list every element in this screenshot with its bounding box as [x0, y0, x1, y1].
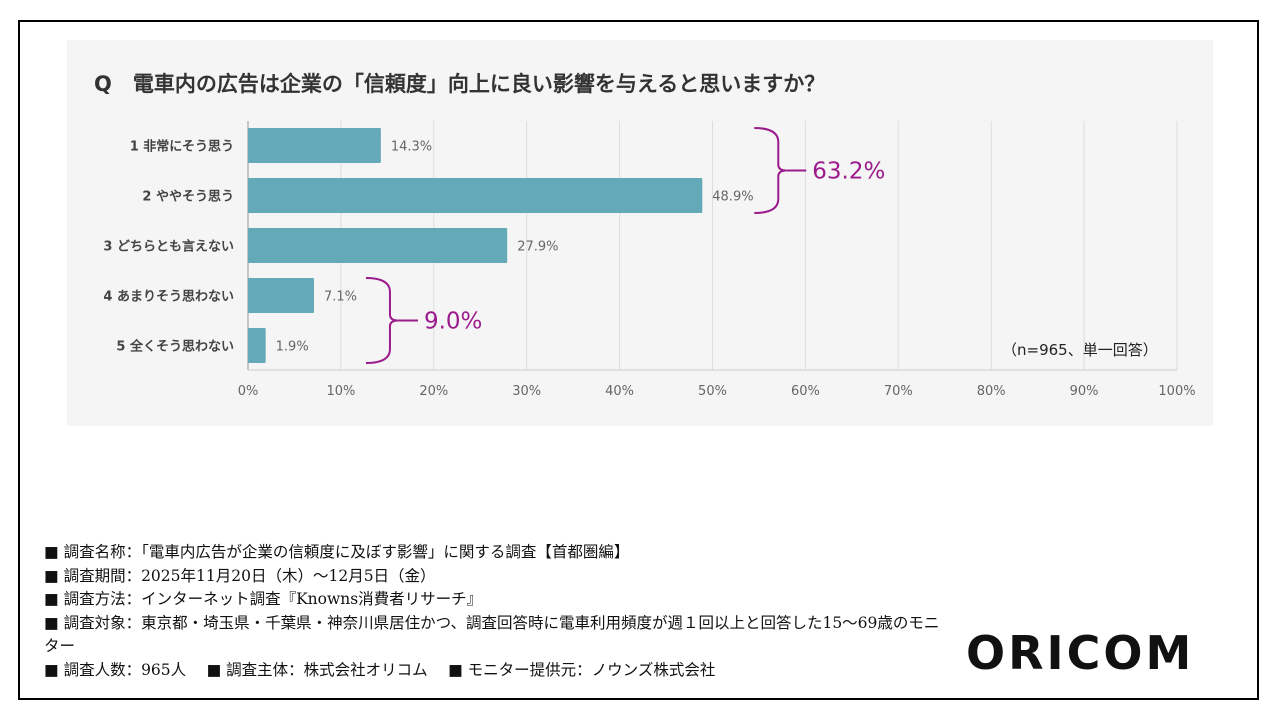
- outer-frame: [18, 20, 1259, 700]
- bar: [248, 178, 703, 213]
- survey-note-target: ■ 調査対象：東京都・埼玉県・千葉県・神奈川県居住かつ、調査回答時に電車利用頻度…: [44, 613, 940, 656]
- x-tick-label: 40%: [605, 384, 634, 399]
- chart-title: Q 電車内の広告は企業の「信頼度」向上に良い影響を与えると思いますか？: [94, 72, 826, 96]
- survey-note-name: ■ 調査名称：「電車内広告が企業の信頼度に及ぼす影響」に関する調査【首都圏編】: [44, 543, 630, 561]
- value-label: 14.3%: [391, 140, 432, 155]
- group-total-label: 63.2%: [812, 159, 885, 185]
- bar: [248, 328, 266, 363]
- value-label: 27.9%: [517, 240, 558, 255]
- x-tick-label: 90%: [1070, 384, 1099, 399]
- x-tick-label: 20%: [419, 384, 448, 399]
- category-label: 5 全くそう思わない: [116, 339, 234, 355]
- x-tick-label: 0%: [238, 384, 259, 399]
- group-bracket: [365, 277, 398, 364]
- bar: [248, 128, 381, 163]
- x-tick-label: 60%: [791, 384, 820, 399]
- oricom-logo: ORICOM: [966, 626, 1195, 680]
- x-tick-label: 100%: [1158, 384, 1195, 399]
- survey-note-period: ■ 調査期間：2025年11月20日（木）～12月5日（金）: [44, 566, 436, 585]
- x-tick-label: 70%: [884, 384, 913, 399]
- survey-notes: ■ 調査名称：「電車内広告が企業の信頼度に及ぼす影響」に関する調査【首都圏編】 …: [44, 541, 954, 682]
- category-label: 2 ややそう思う: [142, 190, 234, 205]
- category-label: 3 どちらとも言えない: [103, 239, 234, 255]
- survey-note-method: ■ 調査方法：インターネット調査『Knowns消費者リサーチ』: [44, 590, 483, 608]
- value-label: 48.9%: [712, 190, 753, 205]
- sample-size-note: （n=965、単一回答）: [1002, 341, 1158, 359]
- category-label: 4 あまりそう思わない: [103, 290, 234, 305]
- x-tick-label: 50%: [698, 384, 727, 399]
- x-tick-label: 80%: [977, 384, 1006, 399]
- survey-note-count: ■ 調査人数：965人 ■ 調査主体：株式会社オリコム ■ モニター提供元：ノウ…: [44, 660, 716, 679]
- group-total-label: 9.0%: [424, 309, 482, 335]
- x-tick-label: 30%: [512, 384, 541, 399]
- category-label: 1 非常にそう思う: [130, 139, 234, 155]
- x-tick-label: 10%: [326, 384, 355, 399]
- value-label: 7.1%: [324, 290, 357, 305]
- value-label: 1.9%: [276, 340, 309, 355]
- bar: [248, 278, 314, 313]
- group-bracket: [754, 127, 787, 214]
- bar: [248, 228, 508, 263]
